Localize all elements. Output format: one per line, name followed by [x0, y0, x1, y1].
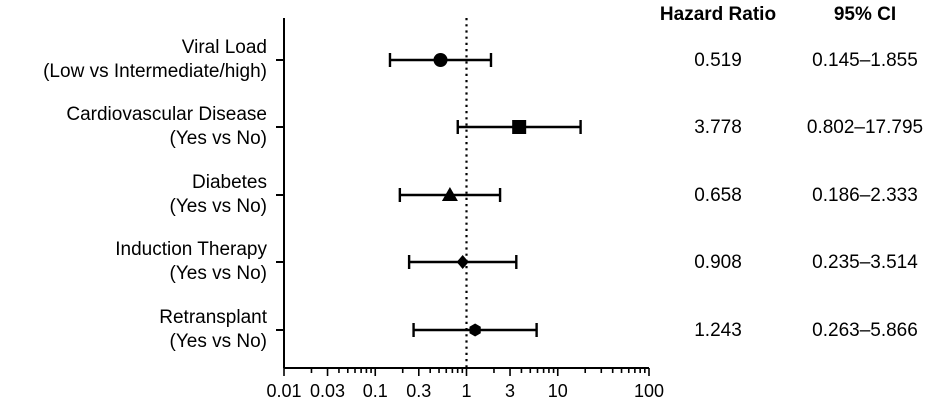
- hazard-ratio-value: 0.658: [694, 185, 742, 206]
- ci-value: 0.145–1.855: [812, 50, 918, 71]
- hr-point-hexagon: [469, 323, 481, 337]
- header-95-ci: 95% CI: [834, 4, 896, 25]
- header-hazard-ratio: Hazard Ratio: [660, 4, 776, 25]
- hazard-ratio-value: 0.908: [694, 252, 742, 273]
- ci-value: 0.263–5.866: [812, 320, 918, 341]
- ci-value: 0.802–17.795: [807, 117, 923, 138]
- hr-point-triangle: [441, 187, 458, 201]
- row-label: Cardiovascular Disease: [66, 104, 267, 125]
- forest-row: Retransplant (Yes vs No) 1.243 0.263–5.866: [159, 307, 918, 352]
- x-tick-label: 1: [461, 381, 471, 401]
- row-label: Induction Therapy: [115, 239, 267, 260]
- row-sublabel: (Yes vs No): [170, 263, 268, 284]
- hazard-ratio-value: 0.519: [694, 50, 742, 71]
- row-sublabel: (Yes vs No): [170, 128, 268, 149]
- x-tick-label: 10: [548, 381, 568, 401]
- column-headers: Hazard Ratio 95% CI: [660, 4, 896, 25]
- x-tick-label: 0.03: [310, 381, 345, 401]
- row-sublabel: (Yes vs No): [170, 196, 268, 217]
- row-label: Viral Load: [182, 37, 267, 58]
- hr-point-circle: [433, 53, 448, 67]
- hazard-ratio-value: 1.243: [694, 320, 742, 341]
- ci-value: 0.186–2.333: [812, 185, 918, 206]
- x-tick-label: 3: [505, 381, 515, 401]
- x-tick-label: 0.01: [266, 381, 301, 401]
- forest-row: Cardiovascular Disease (Yes vs No) 3.778 0.…: [66, 104, 923, 149]
- forest-row: Diabetes (Yes vs No) 0.658 0.186–2.333: [170, 172, 918, 217]
- x-axis: 0.01 0.03 0.1 0.3 1 3 10 100: [266, 18, 664, 401]
- hazard-ratio-value: 3.778: [694, 117, 742, 138]
- hr-point-diamond: [456, 255, 469, 269]
- x-tick-label: 0.3: [406, 381, 431, 401]
- hr-point-square: [512, 120, 527, 134]
- row-label: Retransplant: [159, 307, 267, 328]
- x-tick-label: 0.1: [363, 381, 388, 401]
- ci-value: 0.235–3.514: [812, 252, 918, 273]
- row-sublabel: (Yes vs No): [170, 331, 268, 352]
- forest-row: Viral Load (Low vs Intermediate/high) 0.51…: [43, 37, 918, 82]
- forest-row: Induction Therapy (Yes vs No) 0.908 0.235–3…: [115, 239, 918, 284]
- x-tick-label: 100: [634, 381, 664, 401]
- row-label: Diabetes: [192, 172, 267, 193]
- row-sublabel: (Low vs Intermediate/high): [43, 61, 267, 82]
- rows: Viral Load (Low vs Intermediate/high) 0.51…: [43, 37, 923, 352]
